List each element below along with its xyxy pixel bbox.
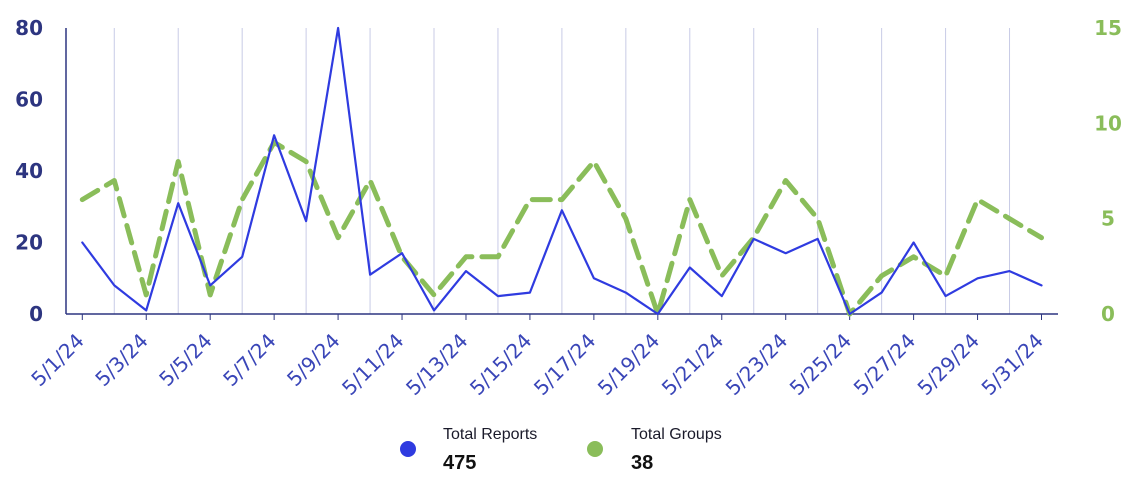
y-left-tick-label: 0 xyxy=(29,302,43,326)
x-tick-label: 5/1/24 xyxy=(26,329,88,391)
x-tick-label: 5/5/24 xyxy=(154,329,216,391)
y-right-tick-label: 10 xyxy=(1094,111,1122,135)
gridlines xyxy=(113,28,1011,314)
x-tick-label: 5/3/24 xyxy=(90,329,152,391)
x-tick-label: 5/25/24 xyxy=(785,329,856,400)
x-axis-ticks: 5/1/24 5/3/24 5/5/24 5/7/24 5/9/245/11/245/1… xyxy=(26,329,1048,400)
legend-total-reports-value: 475 xyxy=(443,452,477,474)
y-right-tick-label: 5 xyxy=(1101,207,1115,231)
y-right-tick-label: 0 xyxy=(1101,302,1115,326)
y-axis-right-ticks: 0 5 10 15 xyxy=(1094,16,1122,326)
legend-label-total-reports: Total Reports xyxy=(443,426,538,443)
legend: Total Reports 475 Total Groups 38 xyxy=(395,425,795,481)
legend-swatch-total-reports xyxy=(400,441,416,457)
y-left-tick-label: 20 xyxy=(15,231,43,255)
y-left-tick-label: 80 xyxy=(15,16,43,40)
y-right-tick-label: 15 xyxy=(1094,16,1122,40)
x-tick-label: 5/31/24 xyxy=(977,329,1048,400)
x-tick-label: 5/13/24 xyxy=(401,329,472,400)
x-tick-label: 5/17/24 xyxy=(529,329,600,400)
y-axis-left-ticks: 0 20 40 60 80 xyxy=(15,16,43,326)
x-tick-label: 5/19/24 xyxy=(593,329,664,400)
legend-total-groups-value: 38 xyxy=(631,452,654,474)
x-tick-label: 5/27/24 xyxy=(849,329,920,400)
x-tick-label: 5/9/24 xyxy=(282,329,344,391)
x-tick-label: 5/29/24 xyxy=(913,329,984,400)
legend-label-total-groups: Total Groups xyxy=(631,426,722,443)
x-tick-label: 5/23/24 xyxy=(721,329,792,400)
legend-swatch-total-groups xyxy=(587,441,603,457)
x-tick-label: 5/21/24 xyxy=(657,329,728,400)
x-tick-label: 5/15/24 xyxy=(465,329,536,400)
x-tick-label: 5/11/24 xyxy=(337,329,408,400)
x-tick-label: 5/7/24 xyxy=(218,329,280,391)
dual-axis-line-chart: 0 20 40 60 80 0 5 10 15 5/1/24 5/3/24 5/5/24 5/7/2… xyxy=(15,16,1122,400)
y-left-tick-label: 60 xyxy=(15,88,43,112)
y-left-tick-label: 40 xyxy=(15,159,43,183)
series-lines xyxy=(79,26,1044,317)
axes xyxy=(65,28,1058,320)
